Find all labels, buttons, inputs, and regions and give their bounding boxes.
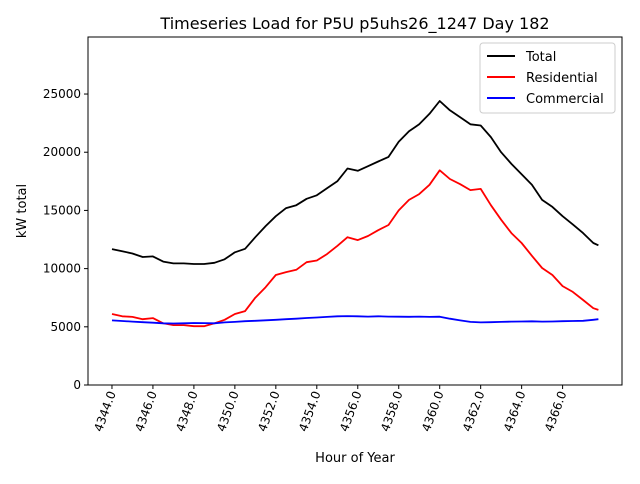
x-tick-label: 4360.0 bbox=[419, 389, 447, 433]
x-tick-label: 4348.0 bbox=[173, 389, 201, 433]
legend-label-commercial: Commercial bbox=[526, 92, 604, 107]
y-tick-label: 0 bbox=[73, 378, 81, 392]
x-axis-label: Hour of Year bbox=[315, 451, 395, 466]
series-line-commercial bbox=[111, 315, 599, 325]
x-tick-label: 4352.0 bbox=[255, 389, 283, 433]
x-tick-label: 4362.0 bbox=[460, 389, 488, 433]
legend: Total Residential Commercial bbox=[479, 42, 616, 114]
x-tick-label: 4354.0 bbox=[296, 389, 324, 433]
x-tick-label: 4366.0 bbox=[542, 389, 570, 433]
series-line-total bbox=[111, 100, 599, 265]
series-line-residential bbox=[111, 169, 599, 328]
x-tick-label: 4346.0 bbox=[132, 389, 160, 433]
plot-frame bbox=[87, 36, 623, 386]
legend-box bbox=[479, 42, 616, 114]
x-tick-label: 4358.0 bbox=[378, 389, 406, 433]
x-tick-label: 4344.0 bbox=[91, 389, 119, 433]
x-tick-label: 4356.0 bbox=[337, 389, 365, 433]
y-tick-label: 25000 bbox=[43, 87, 81, 101]
series-layer bbox=[111, 100, 599, 328]
y-tick-label: 10000 bbox=[43, 262, 81, 276]
y-tick-label: 15000 bbox=[43, 203, 81, 217]
legend-label-total: Total bbox=[525, 50, 556, 65]
y-axis-label: kW total bbox=[15, 184, 30, 238]
y-tick-label: 5000 bbox=[50, 320, 81, 334]
x-tick-label: 4350.0 bbox=[214, 389, 242, 433]
y-tick-label: 20000 bbox=[43, 145, 81, 159]
x-tick-label: 4364.0 bbox=[501, 389, 529, 433]
axis-layer: 0 5000 10000 15000 20000 25000 4344.0 4346.0 434… bbox=[43, 87, 570, 433]
chart-title: Timeseries Load for P5U p5uhs26_1247 Day… bbox=[159, 14, 549, 34]
legend-label-residential: Residential bbox=[526, 71, 598, 86]
